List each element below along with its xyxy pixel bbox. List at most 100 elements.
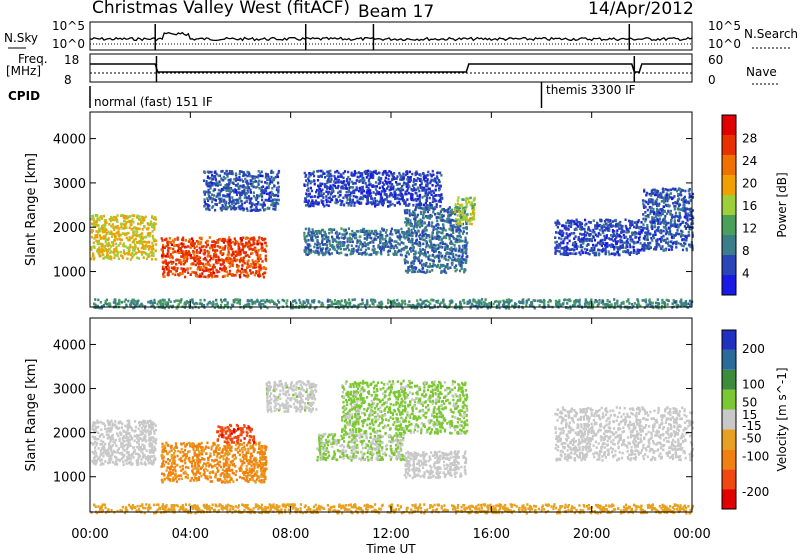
power-cell (227, 206, 230, 209)
power-cell (309, 249, 312, 252)
power-cell (635, 252, 638, 255)
power-cell (321, 235, 324, 239)
power-cell (662, 199, 666, 203)
power-cell (102, 237, 105, 240)
power-cell (402, 199, 406, 202)
power-cell (348, 238, 351, 242)
power-cell (132, 249, 135, 252)
power-cell (369, 192, 372, 195)
power-cell (464, 246, 467, 249)
power-cell (106, 244, 109, 248)
power-cell (579, 243, 582, 247)
power-cell (662, 234, 665, 238)
power-cell (216, 244, 219, 248)
nsky-trace (89, 31, 693, 42)
power-cell (609, 245, 613, 249)
power-cell (232, 274, 236, 277)
power-cell (125, 236, 128, 240)
power-cell (584, 239, 587, 242)
power-cell (214, 174, 217, 178)
power-cell (443, 219, 446, 223)
power-cell (217, 258, 220, 262)
power-cell (661, 238, 664, 242)
power-cell (240, 193, 243, 196)
power-cell (335, 232, 338, 235)
power-cell (271, 181, 274, 184)
power-cell (239, 269, 242, 273)
power-cell (399, 173, 402, 177)
power-cell (221, 275, 225, 278)
power-cell (462, 217, 465, 221)
power-cell (202, 269, 205, 273)
power-cell (358, 235, 361, 239)
power-cell (614, 234, 617, 237)
power-cell (630, 231, 634, 235)
power-cell (597, 241, 600, 244)
power-cell (470, 201, 473, 205)
power-cell (642, 226, 645, 230)
power-cell (131, 214, 134, 217)
power-cell (473, 211, 476, 215)
power-cell (205, 180, 208, 183)
power-cell (342, 196, 345, 200)
power-cell (238, 253, 241, 256)
power-cell (655, 202, 658, 206)
power-cell (348, 178, 351, 181)
power-cell (207, 193, 210, 196)
power-cell (438, 213, 441, 216)
power-cell (353, 231, 356, 235)
power-cell (372, 251, 375, 254)
power-cell (231, 247, 234, 251)
power-cell (353, 171, 356, 175)
power-cell (219, 183, 222, 186)
power-cell (256, 185, 259, 189)
power-cell (214, 251, 217, 255)
power-cell (441, 242, 445, 245)
power-cell (563, 226, 566, 230)
power-cell (235, 193, 239, 197)
power-cell (153, 226, 156, 229)
power-cell (248, 265, 251, 268)
power-cell (465, 219, 468, 223)
power-cell (302, 304, 305, 307)
power-cell (254, 196, 257, 200)
power-cell (455, 240, 458, 244)
power-cell (316, 251, 319, 254)
power-cell (688, 214, 691, 217)
power-cell (454, 247, 457, 251)
power-cell (598, 253, 601, 257)
power-cell (213, 249, 217, 253)
power-cell (208, 177, 211, 180)
power-cell (186, 271, 190, 274)
power-cell (225, 170, 228, 173)
power-cell (94, 306, 97, 309)
power-cell (554, 221, 557, 224)
power-cell (103, 246, 106, 249)
power-cell (565, 228, 568, 231)
power-cell (646, 235, 649, 238)
power-cell (446, 247, 449, 250)
power-cell (657, 220, 660, 224)
power-cell (554, 241, 557, 244)
power-cell (348, 236, 351, 240)
power-cell (561, 224, 564, 228)
power-cell (644, 231, 647, 234)
power-cell (444, 255, 447, 258)
power-cell (557, 231, 560, 235)
power-cell (430, 214, 433, 218)
power-cell (200, 275, 203, 278)
power-cell (674, 201, 677, 204)
power-cell (407, 180, 410, 184)
power-cell (653, 236, 656, 240)
power-cell (435, 237, 438, 240)
power-cell (118, 235, 121, 238)
power-cell (556, 222, 559, 225)
nsky-tick-top: 10^5 (52, 19, 85, 33)
power-cell (667, 221, 670, 225)
power-cell (256, 251, 259, 254)
power-cell (310, 189, 314, 193)
power-cell (644, 237, 647, 241)
power-cell (328, 175, 331, 178)
power-cell (566, 234, 569, 238)
power-cell (669, 192, 672, 195)
